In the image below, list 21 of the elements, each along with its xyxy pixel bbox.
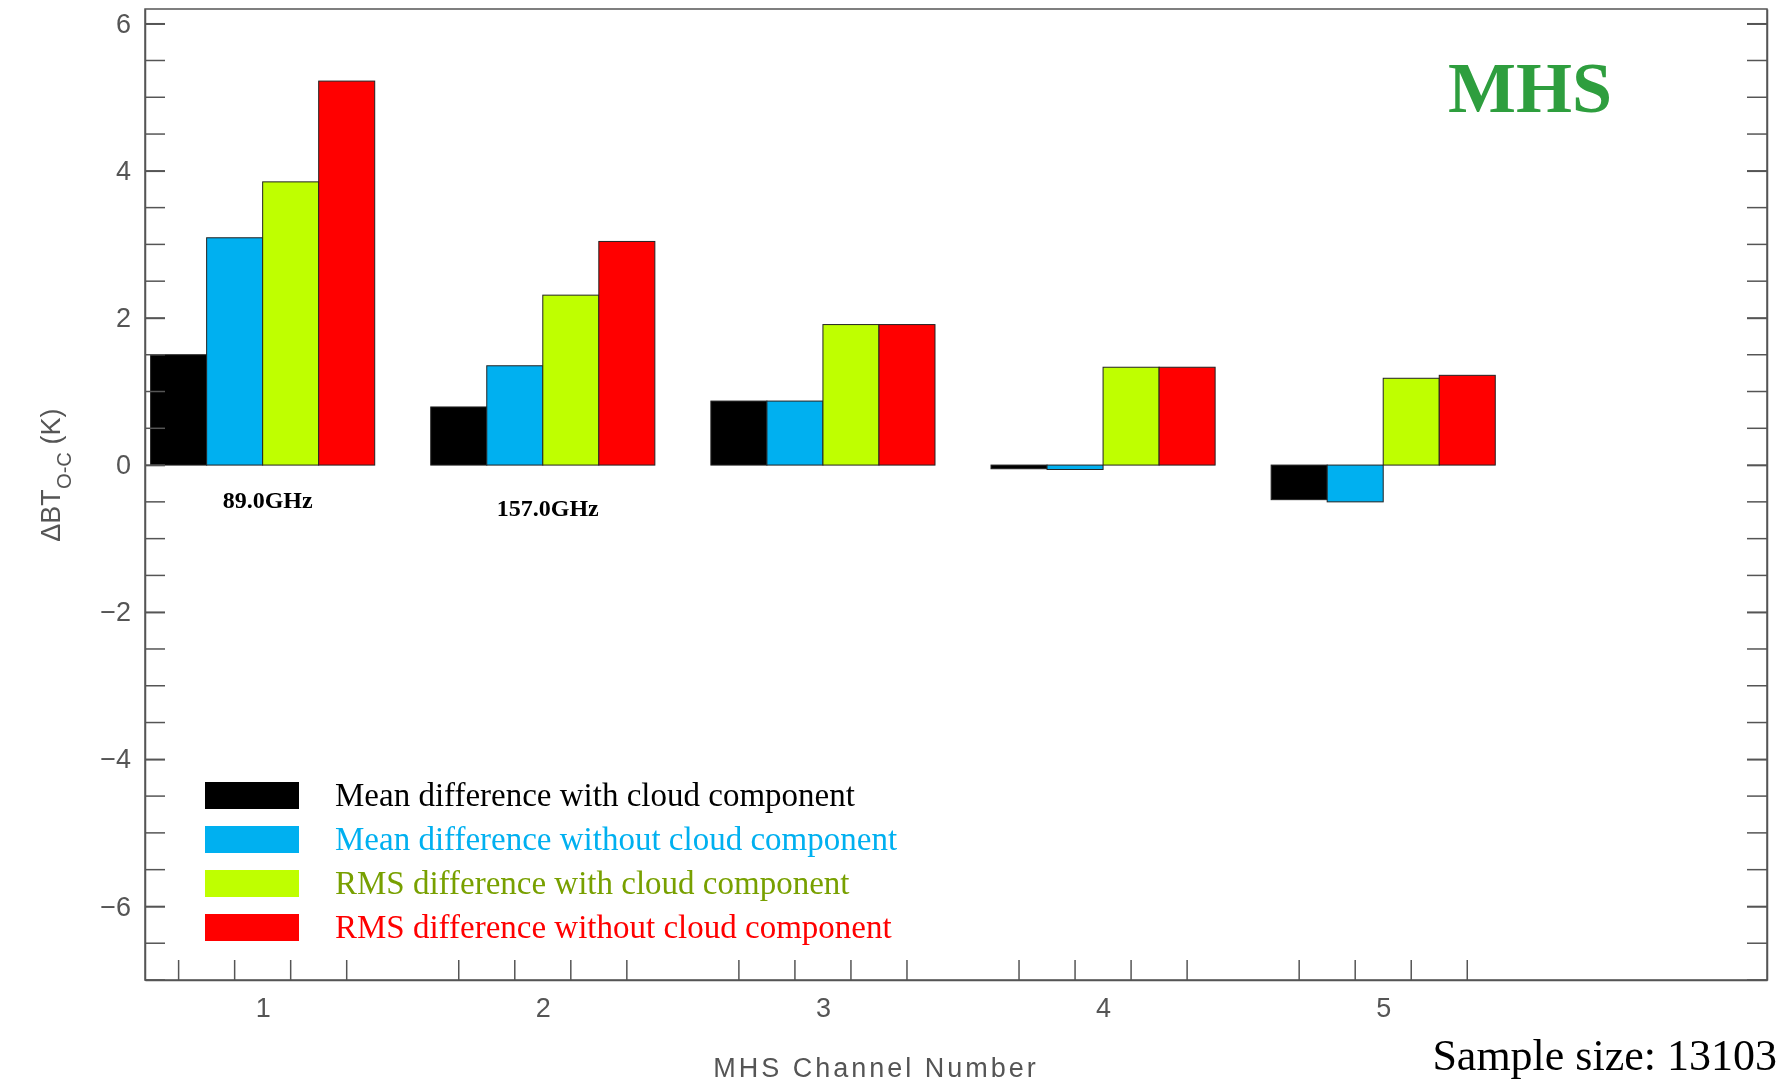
x-tick-label: 3: [815, 993, 831, 1024]
x-axis-title: MHS Channel Number: [713, 1053, 1039, 1083]
legend-label: RMS difference without cloud component: [335, 909, 892, 945]
y-tick-label: −6: [100, 891, 131, 922]
y-tick-label: 2: [115, 303, 131, 334]
y-tick-label: −2: [100, 597, 131, 628]
legend-label: Mean difference with cloud component: [335, 777, 855, 813]
x-tick-label: 1: [255, 993, 271, 1024]
x-tick-label: 2: [535, 993, 551, 1024]
y-tick-label: −4: [100, 744, 131, 775]
legend-label: Mean difference without cloud component: [335, 821, 898, 857]
text: MHS: [1447, 48, 1613, 128]
text: Sample size: 13103: [1432, 1031, 1777, 1080]
annotation: 89.0GHz: [222, 487, 313, 514]
x-tick-label: 4: [1096, 993, 1112, 1024]
y-tick-label: 4: [115, 155, 131, 186]
x-tick-label: 5: [1376, 993, 1392, 1024]
legend-label: RMS difference with cloud component: [335, 865, 850, 901]
y-tick-label: 6: [115, 8, 131, 39]
y-tick-label: 0: [115, 450, 131, 481]
annotation: 157.0GHz: [496, 495, 600, 522]
